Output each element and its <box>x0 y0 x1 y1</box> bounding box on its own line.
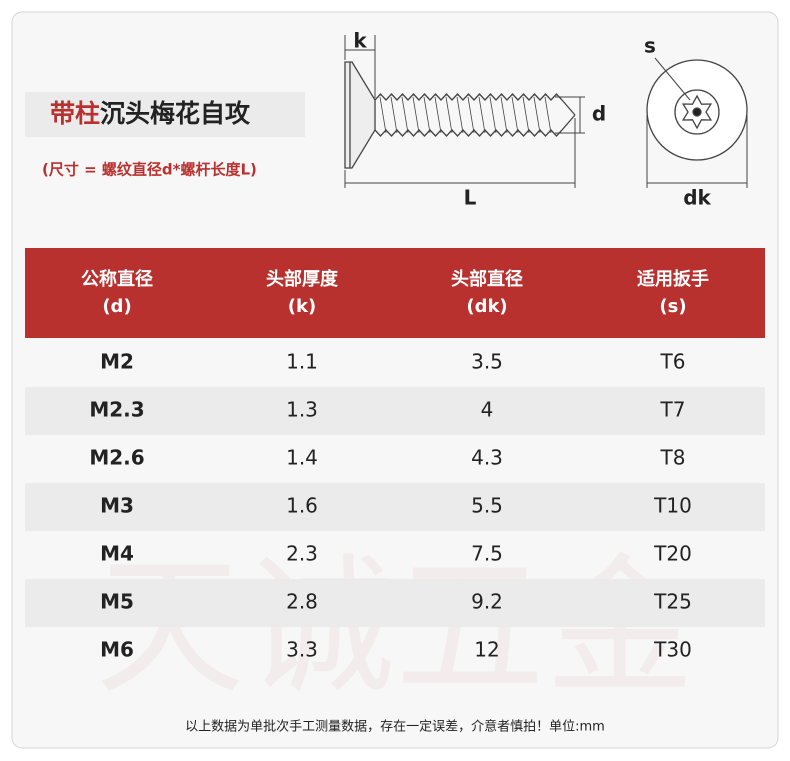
table-cell: 3.5 <box>471 350 503 374</box>
screw-drawing <box>344 35 748 188</box>
table-cell: 5.5 <box>471 494 503 518</box>
thread-line <box>412 96 420 134</box>
table-cell: 1.3 <box>286 398 318 422</box>
title-box <box>25 92 305 137</box>
table-cell: M2 <box>100 350 134 374</box>
table-cell: 1.6 <box>286 494 318 518</box>
thread-line <box>379 96 387 134</box>
table-cell: M2.3 <box>89 398 144 422</box>
thread-line <box>434 96 442 134</box>
header-cell: (k) <box>288 296 316 317</box>
footer: 以上数据为单批次手工测量数据，存在一定误差，介意者慎拍！单位:mm <box>185 719 605 735</box>
thread-bottom <box>374 114 576 137</box>
label-s: s <box>644 34 656 58</box>
table-cell: M6 <box>100 638 134 662</box>
thread-line <box>522 96 530 134</box>
table-cell: 7.5 <box>471 542 503 566</box>
table-cell: M5 <box>100 590 134 614</box>
thread-line <box>467 96 475 134</box>
thread-line <box>456 96 464 134</box>
header-cell: 公称直径 <box>81 268 153 290</box>
row-stripe <box>25 483 765 531</box>
title-rest: 沉头梅花自攻 <box>100 99 251 128</box>
header-cell: 头部厚度 <box>266 268 339 290</box>
table-cell: 4.3 <box>471 446 503 470</box>
table-cell: 12 <box>474 638 499 662</box>
table-cell: 2.3 <box>286 542 318 566</box>
table-cell: T6 <box>660 350 686 374</box>
s-leader <box>654 57 691 101</box>
table-cell: 4 <box>481 398 494 422</box>
thread-line <box>533 96 541 134</box>
thread-top <box>374 93 576 116</box>
table-cell: 3.3 <box>286 638 318 662</box>
header-cell: (s) <box>659 296 686 317</box>
header-cell: (dk) <box>466 296 507 317</box>
pin <box>692 107 702 117</box>
table-cell: T20 <box>653 542 692 566</box>
header-cell: (d) <box>102 296 131 317</box>
title-highlight: 带柱 <box>50 99 100 128</box>
header-cell: 适用扳手 <box>637 268 709 290</box>
thread-line <box>489 96 497 134</box>
label-d: d <box>592 102 606 126</box>
table-cell: 9.2 <box>471 590 503 614</box>
label-dk: dk <box>683 186 711 210</box>
row-stripe <box>25 579 765 627</box>
table-cell: T30 <box>653 638 692 662</box>
row-stripe <box>25 387 765 435</box>
header-cell: 头部直径 <box>451 268 523 290</box>
recess <box>674 89 720 135</box>
table-cell: M3 <box>100 494 134 518</box>
table-cell: 2.8 <box>286 590 318 614</box>
subtitle: (尺寸 = 螺纹直径d*螺杆长度L) <box>42 161 257 179</box>
thread-line <box>544 96 552 134</box>
table-cell: T8 <box>660 446 686 470</box>
card <box>11 11 779 749</box>
thread-line <box>478 96 486 134</box>
label-k: k <box>353 29 367 53</box>
thread-line <box>401 96 409 134</box>
thread-line <box>423 96 431 134</box>
thread-line <box>511 96 519 134</box>
table-cell: 1.1 <box>286 350 318 374</box>
table-header <box>25 248 765 338</box>
table-cell: T25 <box>653 590 692 614</box>
table-cell: T7 <box>660 398 686 422</box>
table-cell: M4 <box>100 542 134 566</box>
label-L: L <box>464 186 477 210</box>
table-cell: 1.4 <box>286 446 318 470</box>
thread-line <box>390 96 398 134</box>
table-cell: T10 <box>653 494 692 518</box>
title: 带柱沉头梅花自攻 <box>50 99 251 128</box>
table-cell: M2.6 <box>89 446 144 470</box>
thread-line <box>445 96 453 134</box>
thread-line <box>500 96 508 134</box>
watermark: 天诚五金 <box>95 541 695 715</box>
